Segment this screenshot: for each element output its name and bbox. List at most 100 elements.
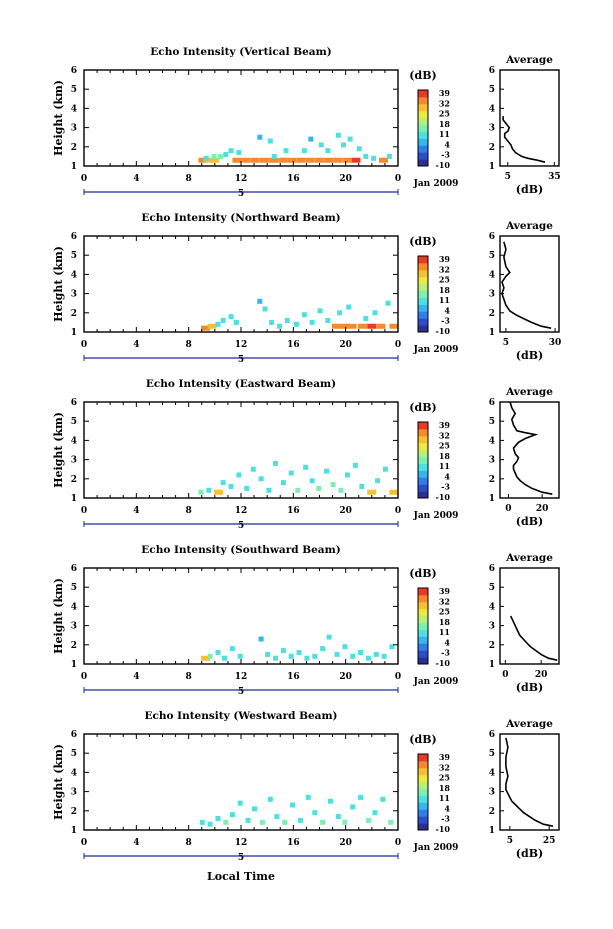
x-tick-label: 20 xyxy=(339,340,352,350)
chart-title: Echo Intensity (Vertical Beam) xyxy=(150,46,331,58)
x-tick-label: 16 xyxy=(287,838,300,848)
y-tick-label: 6 xyxy=(71,730,77,740)
colorbar-tick-label: 25 xyxy=(439,441,450,451)
x-tick-label: 16 xyxy=(287,174,300,184)
x-tick-label: 12 xyxy=(235,340,248,350)
y-tick-label: 2 xyxy=(71,309,77,319)
heatmap-cell xyxy=(273,460,279,466)
heatmap-cell xyxy=(389,323,399,329)
heatmap-cell xyxy=(376,323,386,329)
colorbar-tick-label: 18 xyxy=(439,285,451,295)
heatmap-cell xyxy=(352,462,358,468)
colorbar-tick-label: 4 xyxy=(444,471,450,481)
heatmap-cell xyxy=(269,319,275,325)
x-tick-label: 16 xyxy=(287,672,300,682)
y-tick-label: 6 xyxy=(71,232,77,242)
profile-y-tick-label: 4 xyxy=(489,768,495,778)
heatmap-cell xyxy=(325,148,331,154)
heatmap-cell xyxy=(233,319,239,325)
colorbar-unit: (dB) xyxy=(409,401,436,414)
profile-x-tick-label: 20 xyxy=(535,670,548,680)
plot-frame xyxy=(83,235,399,333)
x-tick-label: 0 xyxy=(81,838,87,848)
heatmap-cell xyxy=(358,794,364,800)
colorbar-unit: (dB) xyxy=(409,235,436,248)
profile-x-tick-label: 30 xyxy=(549,338,562,348)
colorbar-tick-label: 32 xyxy=(439,596,450,606)
chart-title: Echo Intensity (Northward Beam) xyxy=(141,212,340,224)
x-tick-label: 8 xyxy=(186,340,192,350)
heatmap-cell xyxy=(203,155,209,161)
colorbar-tick-label: 18 xyxy=(439,451,451,461)
date-label: Jan 2009 xyxy=(413,677,459,687)
profile-y-tick-label: 4 xyxy=(489,270,495,280)
heatmap-cell xyxy=(274,814,280,820)
x-tick-label: 0 xyxy=(81,174,87,184)
heatmap-cell xyxy=(333,157,343,163)
x-tick-label: 4 xyxy=(133,506,139,516)
heatmap-cell xyxy=(347,136,353,142)
profile-y-tick-label: 6 xyxy=(489,232,495,242)
heatmap-cell xyxy=(262,306,268,312)
x-tick-label: 0 xyxy=(81,506,87,516)
colorbar-tick-label: -3 xyxy=(441,482,450,492)
colorbar-swatch xyxy=(418,816,428,824)
heatmap-cell xyxy=(303,464,309,470)
profile-y-tick-label: 4 xyxy=(489,104,495,114)
heatmap-cell xyxy=(228,314,234,320)
heatmap-cell xyxy=(363,316,369,322)
heatmap-cell xyxy=(228,148,234,154)
heatmap-cell xyxy=(280,480,286,486)
profile-x-tick-label: 35 xyxy=(548,172,561,182)
heatmap-cell xyxy=(287,157,297,163)
heatmap-cell xyxy=(236,150,242,156)
heatmap-cell xyxy=(373,651,379,657)
colorbar-swatch xyxy=(418,145,428,153)
profile-title: Average xyxy=(505,220,553,232)
colorbar-frame xyxy=(417,587,429,665)
colorbar-swatch xyxy=(418,491,428,499)
heatmap-cell xyxy=(358,649,364,655)
heatmap-cell xyxy=(358,323,368,329)
heatmap-cell xyxy=(215,321,221,327)
profile-line xyxy=(505,737,554,827)
colorbar-unit: (dB) xyxy=(409,567,436,580)
heatmap-cell xyxy=(389,644,395,650)
y-tick-label: 1 xyxy=(71,328,77,338)
x-tick-label: 8 xyxy=(186,672,192,682)
heatmap-cell xyxy=(259,819,265,825)
profile-x-tick-label: 0 xyxy=(502,670,508,680)
colorbar-swatch xyxy=(418,588,428,596)
heatmap-cell xyxy=(257,298,263,304)
heatmap-cell xyxy=(359,483,365,489)
heatmap-cell xyxy=(207,323,217,329)
x-tick-label: 0 xyxy=(81,340,87,350)
heatmap-cell xyxy=(267,796,273,802)
profile-y-tick-label: 2 xyxy=(489,475,495,485)
profile-y-tick-label: 3 xyxy=(489,124,495,134)
colorbar-tick-label: -3 xyxy=(441,316,450,326)
profile-x-axis-label: (dB) xyxy=(516,349,543,362)
heatmap-cell xyxy=(252,806,258,812)
colorbar-tick-label: -3 xyxy=(441,648,450,658)
heatmap-cell xyxy=(271,153,277,159)
colorbar-swatch xyxy=(418,96,428,105)
colorbar-frame xyxy=(417,89,429,167)
heatmap-cell xyxy=(389,489,399,495)
heatmap-cell xyxy=(350,653,356,659)
profile-line xyxy=(509,615,558,661)
y-tick-label: 1 xyxy=(71,826,77,836)
heatmap-cell xyxy=(363,153,369,159)
y-tick-label: 6 xyxy=(71,398,77,408)
heatmap-cell xyxy=(229,812,235,818)
colorbar-swatch xyxy=(418,601,428,610)
heatmap-cell xyxy=(308,136,314,142)
heatmap-cell xyxy=(312,653,318,659)
heatmap-cell xyxy=(301,148,307,154)
heatmap-cell xyxy=(218,153,224,159)
profile-frame xyxy=(499,567,560,665)
heatmap-cell xyxy=(283,148,289,154)
heatmap-cell xyxy=(371,155,377,161)
y-tick-label: 4 xyxy=(71,768,77,778)
